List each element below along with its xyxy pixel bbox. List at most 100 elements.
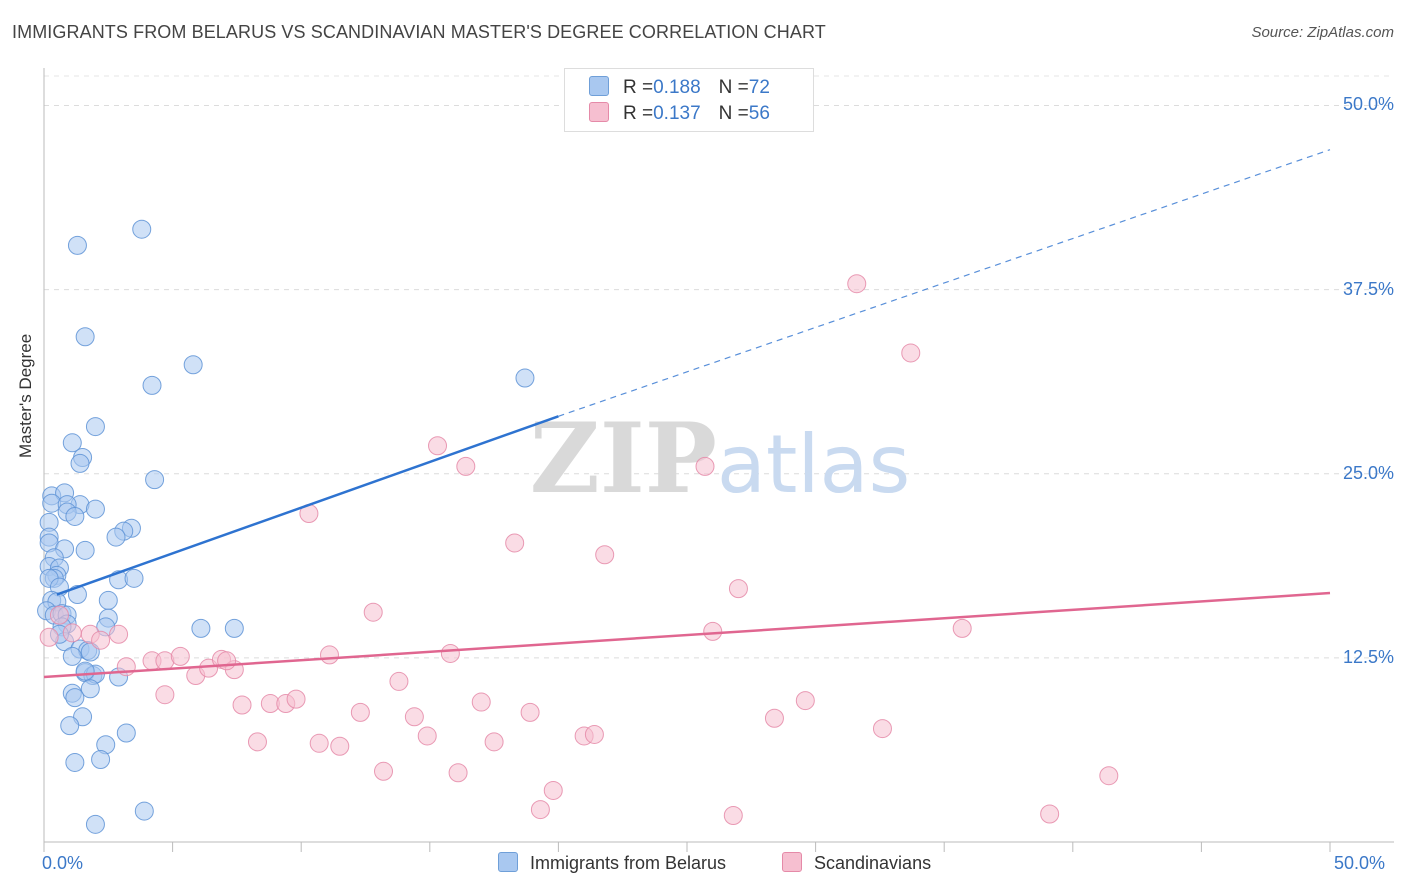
watermark-zip: ZIP [530,402,717,515]
point-scandinavians [286,689,306,709]
legend-n-label: N = [718,103,749,124]
legend-swatch-belarus [589,76,609,96]
point-belarus [75,540,95,560]
series-scandinavians [39,274,1119,825]
legend-n-value: 72 [748,77,770,98]
point-scandinavians [471,692,491,712]
legend-row-belarus: R = 0.188 N = 72 [589,76,770,100]
point-scandinavians [309,733,329,753]
trend-lines [43,149,1331,679]
point-belarus [124,568,144,588]
grid-lines [44,75,1394,659]
point-scandinavians [847,274,867,294]
point-belarus [191,618,211,638]
y-tick-label: 12.5% [1342,646,1394,667]
point-belarus [60,716,80,736]
point-belarus [65,506,85,526]
point-scandinavians [217,651,237,671]
y-tick-label: 25.0% [1342,462,1394,483]
point-scandinavians [505,533,525,553]
point-belarus [67,235,87,255]
legend-swatch-belarus [498,852,518,872]
point-scandinavians [901,343,921,363]
point-belarus [65,688,85,708]
point-scandinavians [39,627,59,647]
axes [43,68,1394,852]
point-scandinavians [448,763,468,783]
point-scandinavians [520,702,540,722]
x-tick-label-min: 0.0% [42,853,84,873]
point-scandinavians [595,545,615,565]
point-scandinavians [109,624,129,644]
point-scandinavians [428,436,448,456]
point-belarus [224,618,244,638]
legend-swatch-scandinavians [782,852,802,872]
point-belarus [116,723,136,743]
legend-label-belarus: Immigrants from Belarus [530,853,727,873]
point-scandinavians [872,719,892,739]
series-legend: Immigrants from Belarus Scandinavians [0,852,1406,880]
point-scandinavians [795,691,815,711]
legend-swatch-scandinavians [589,102,609,122]
point-scandinavians [319,645,339,665]
point-scandinavians [49,605,69,625]
trend-line-belarus-extension [558,149,1331,417]
point-scandinavians [952,618,972,638]
legend-row-scandinavians: R = 0.137 N = 56 [589,102,770,126]
point-scandinavians [703,621,723,641]
y-tick-label: 50.0% [1342,94,1394,115]
legend-label-scandinavians: Scandinavians [814,853,932,873]
legend-n-value: 56 [748,103,770,124]
legend-n-label: N = [718,77,749,98]
point-scandinavians [723,805,743,825]
point-belarus [106,527,126,547]
point-belarus [98,590,118,610]
point-belarus [62,646,82,666]
point-scandinavians [417,726,437,746]
point-scandinavians [456,456,476,476]
point-scandinavians [232,695,252,715]
correlation-legend: R = 0.188 N = 72 R = 0.137 N = 56 [564,68,814,132]
legend-item-belarus: Immigrants from Belarus [498,852,726,874]
point-scandinavians [170,646,190,666]
series-immigrants-from-belarus [37,219,535,834]
point-scandinavians [1040,804,1060,824]
point-scandinavians [695,456,715,476]
point-belarus [132,219,152,239]
point-scandinavians [484,732,504,752]
point-belarus [183,355,203,375]
point-scandinavians [155,685,175,705]
point-scandinavians [374,761,394,781]
point-scandinavians [584,724,604,744]
point-scandinavians [363,602,383,622]
legend-item-scandinavians: Scandinavians [782,852,931,874]
point-scandinavians [764,708,784,728]
point-scandinavians [247,732,267,752]
point-belarus [85,814,105,834]
point-belarus [142,375,162,395]
point-scandinavians [389,671,409,691]
point-belarus [75,661,95,681]
point-scandinavians [91,630,111,650]
point-belarus [85,499,105,519]
point-scandinavians [1099,766,1119,786]
legend-r-label: R = [623,103,654,124]
legend-r-label: R = [623,77,654,98]
chart-source: Source: ZipAtlas.com [1251,24,1394,41]
trend-line-scandinavians [43,591,1331,679]
chart-title: IMMIGRANTS FROM BELARUS VS SCANDINAVIAN … [12,22,826,42]
legend-r-value: 0.188 [653,77,701,98]
watermark-atlas: atlas [717,418,910,511]
point-scandinavians [350,702,370,722]
point-scandinavians [530,800,550,820]
point-belarus [65,752,85,772]
point-scandinavians [62,623,82,643]
point-belarus [70,453,90,473]
x-tick-label-max: 50.0% [1334,853,1386,873]
point-belarus [85,417,105,437]
point-belarus [75,327,95,347]
point-scandinavians [728,579,748,599]
point-belarus [91,750,111,770]
point-belarus [134,801,154,821]
